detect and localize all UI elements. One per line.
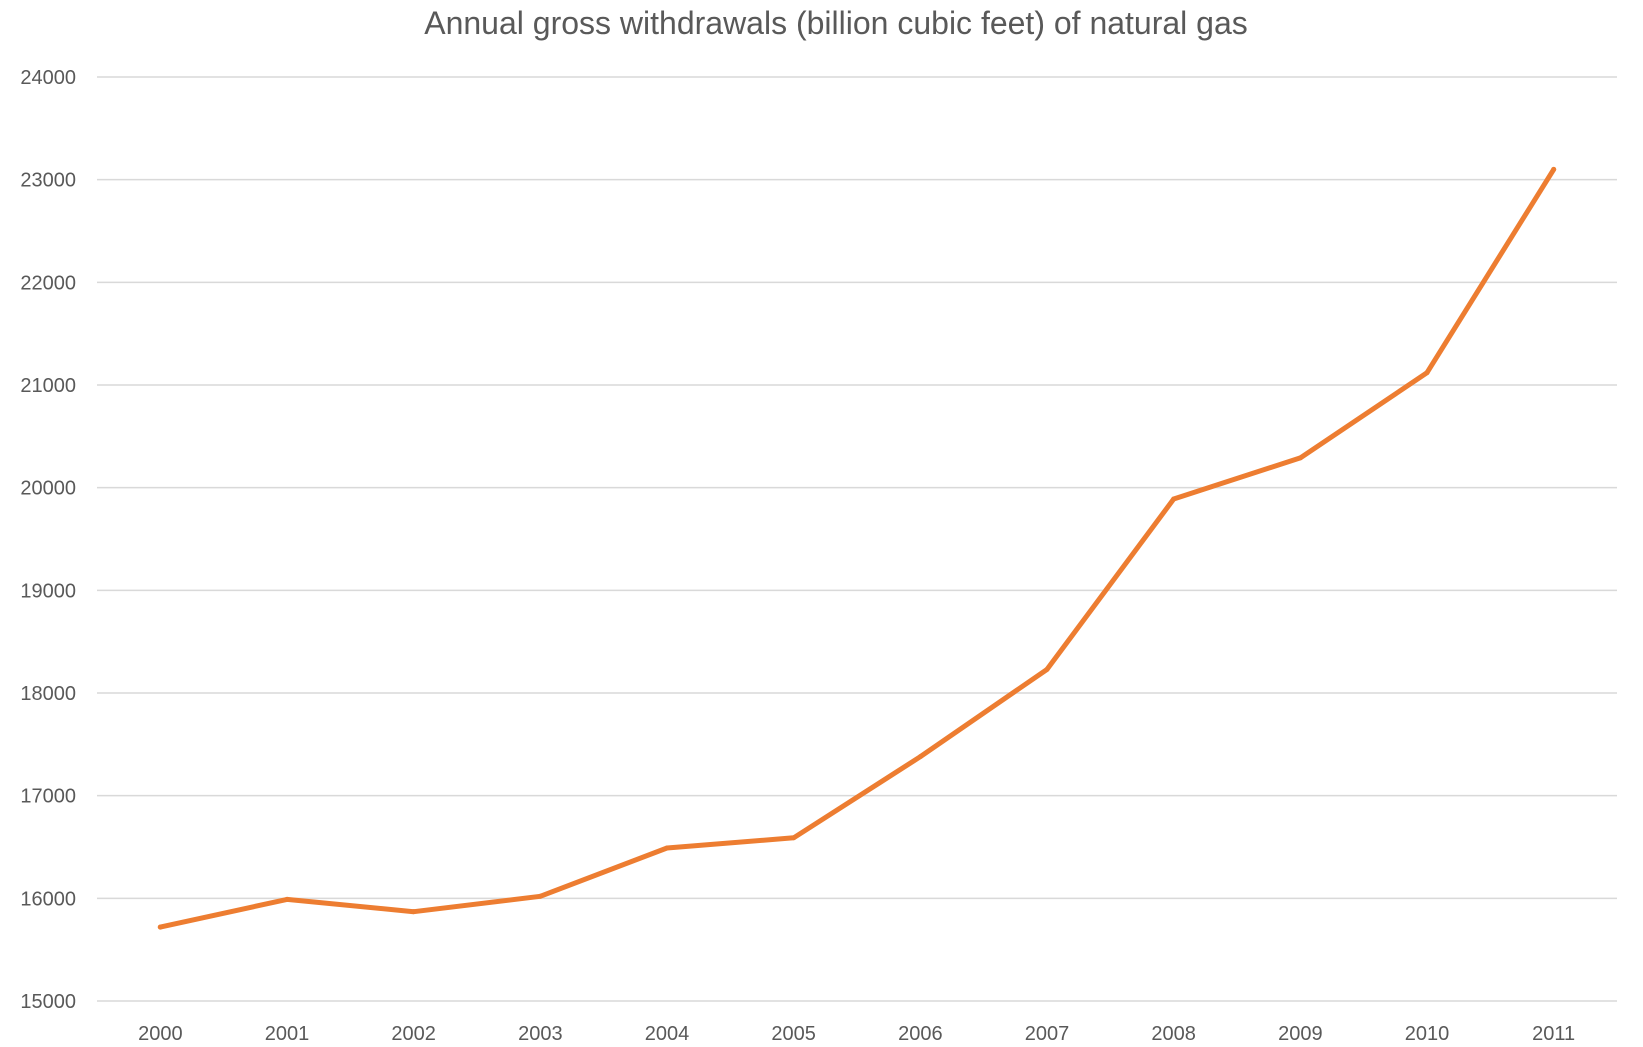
data-point-2003	[537, 893, 543, 899]
x-tick-label: 2011	[1532, 1023, 1575, 1045]
y-tick-label: 24000	[20, 67, 76, 89]
series-line-0	[157, 166, 1557, 930]
gridlines	[97, 76, 1617, 1002]
y-tick-label: 23000	[20, 170, 76, 192]
y-tick-label: 18000	[20, 683, 76, 705]
series-layer	[157, 166, 1557, 930]
x-tick-label: 2007	[1025, 1023, 1070, 1045]
x-tick-label: 2008	[1151, 1023, 1196, 1045]
y-tick-label: 20000	[20, 478, 76, 500]
x-tick-label: 2006	[898, 1023, 943, 1045]
y-tick-label: 17000	[20, 786, 76, 808]
data-point-2007	[1044, 666, 1050, 672]
x-tick-label: 2004	[645, 1023, 690, 1045]
data-point-2010	[1424, 370, 1430, 376]
y-tick-label: 21000	[20, 375, 76, 397]
y-tick-label: 15000	[20, 991, 76, 1013]
x-tick-label: 2003	[518, 1023, 563, 1045]
data-point-2004	[664, 845, 670, 851]
y-tick-label: 22000	[20, 272, 76, 294]
data-point-2001	[284, 896, 290, 902]
data-point-2002	[411, 909, 417, 915]
x-tick-label: 2005	[771, 1023, 816, 1045]
x-tick-label: 2009	[1278, 1023, 1323, 1045]
x-tick-label: 2001	[265, 1023, 310, 1045]
y-tick-label: 19000	[20, 580, 76, 602]
data-point-2011	[1551, 166, 1557, 172]
data-point-2006	[917, 754, 923, 760]
x-tick-label: 2000	[138, 1023, 183, 1045]
x-tick-label: 2002	[391, 1023, 436, 1045]
x-axis: 2000 2001 2002 2003 2004 2005 2006 2007 2008 2009…	[138, 1023, 1575, 1045]
data-point-2005	[791, 835, 797, 841]
data-point-2000	[157, 924, 163, 930]
y-axis: 15000 16000 17000 18000 19000 20000 21000 22000…	[20, 67, 76, 1013]
y-tick-label: 16000	[20, 888, 76, 910]
data-point-2008	[1171, 496, 1177, 502]
data-point-2009	[1297, 455, 1303, 461]
chart-title: Annual gross withdrawals (billion cubic …	[424, 5, 1248, 41]
x-tick-label: 2010	[1405, 1023, 1450, 1045]
